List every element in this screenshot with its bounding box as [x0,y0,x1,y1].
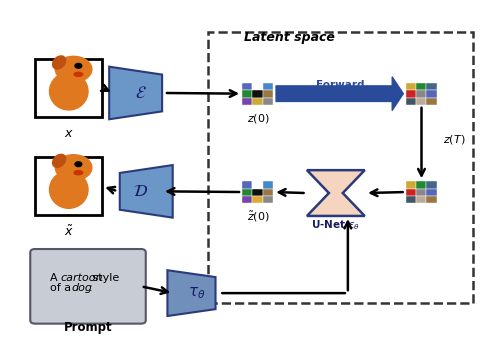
Text: $\tilde{z}(0)$: $\tilde{z}(0)$ [246,210,269,224]
Polygon shape [307,170,365,216]
Text: $x$: $x$ [64,127,74,140]
Circle shape [75,162,82,167]
Bar [426,97,437,105]
Bar [406,196,416,203]
Bar [263,83,273,90]
Bar [426,181,437,188]
FancyBboxPatch shape [30,249,146,324]
Bar [426,188,437,196]
Text: Diffusion: Diffusion [314,89,367,98]
Circle shape [55,56,92,82]
Bar [406,90,416,97]
Bar [263,90,273,97]
Circle shape [75,64,82,68]
Bar [406,181,416,188]
Bar [253,188,263,196]
Bar [426,196,437,203]
Text: Forward: Forward [317,80,365,90]
Bar [242,90,253,97]
Bar [263,188,273,196]
Bar [406,83,416,90]
Text: $\mathcal{D}$: $\mathcal{D}$ [134,182,149,200]
FancyBboxPatch shape [35,59,103,117]
Bar [416,196,426,203]
Text: $z(0)$: $z(0)$ [246,112,269,125]
Ellipse shape [74,171,83,175]
Text: .: . [89,283,92,293]
Text: Prompt: Prompt [64,321,112,334]
Bar [416,90,426,97]
Bar [242,196,253,203]
Text: of a: of a [49,283,74,293]
Bar [426,90,437,97]
Bar [263,196,273,203]
Bar [242,97,253,105]
Text: $\mathcal{E}$: $\mathcal{E}$ [135,84,147,102]
Bar [416,181,426,188]
Bar [242,188,253,196]
Ellipse shape [74,72,83,76]
Bar [253,97,263,105]
Bar [253,196,263,203]
Ellipse shape [53,154,66,167]
Bar [242,181,253,188]
Bar [263,97,273,105]
Bar [263,181,273,188]
Bar [426,83,437,90]
Bar [242,83,253,90]
Text: style: style [90,273,120,283]
Circle shape [55,155,92,181]
Bar [406,188,416,196]
Bar [253,83,263,90]
Polygon shape [120,165,173,218]
Bar [253,90,263,97]
Text: U-Net $\epsilon_\theta$: U-Net $\epsilon_\theta$ [311,219,360,232]
Ellipse shape [53,56,66,69]
Ellipse shape [49,171,88,208]
Text: cartoon: cartoon [60,273,103,283]
Bar [253,181,263,188]
Text: Latent space: Latent space [244,30,335,43]
Polygon shape [109,67,162,119]
Text: $\tilde{x}$: $\tilde{x}$ [64,225,74,239]
Bar [406,97,416,105]
Bar [416,188,426,196]
FancyBboxPatch shape [35,157,103,215]
Text: $\tau_\theta$: $\tau_\theta$ [187,285,205,301]
Bar [416,97,426,105]
Text: A: A [49,273,60,283]
Text: $z(T)$: $z(T)$ [443,133,466,146]
Ellipse shape [49,73,88,110]
Polygon shape [167,270,215,316]
Text: dog: dog [71,283,92,293]
Bar [416,83,426,90]
